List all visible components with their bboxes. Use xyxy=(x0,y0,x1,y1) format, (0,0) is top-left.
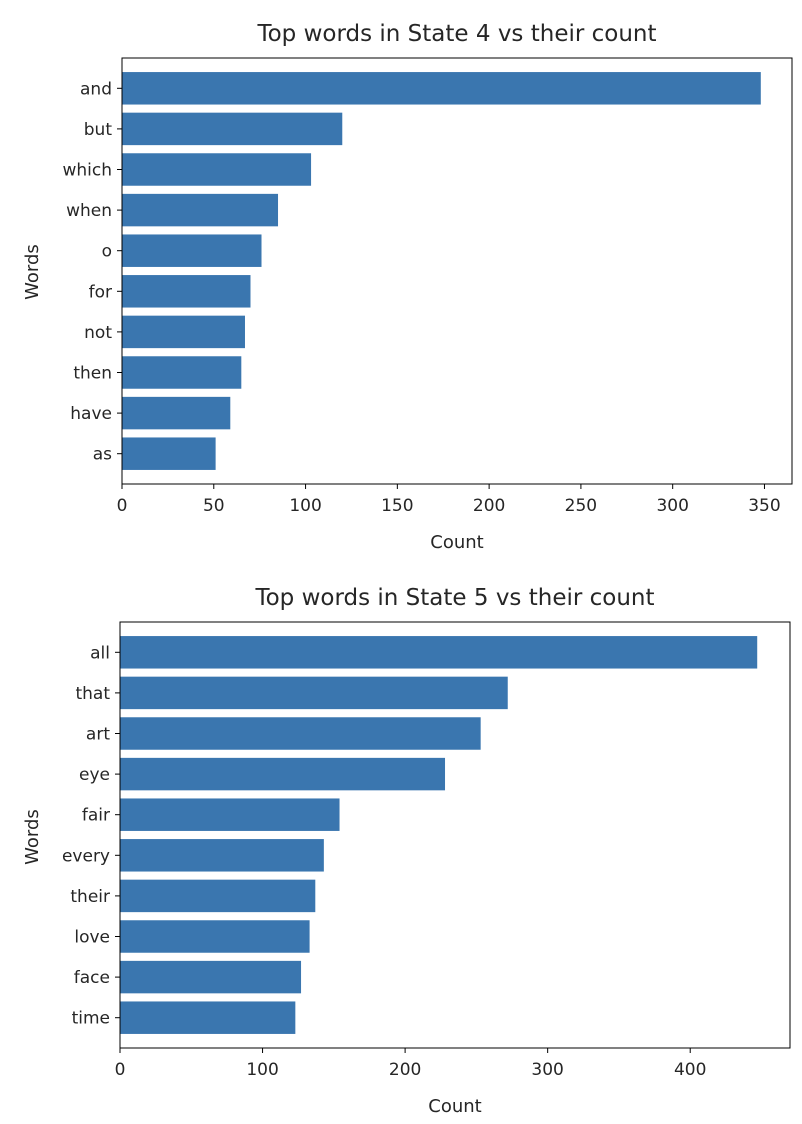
bar-and xyxy=(122,72,761,105)
bar-which xyxy=(122,153,312,186)
x-tick-label: 400 xyxy=(674,1060,706,1080)
bar-not xyxy=(122,315,245,349)
x-tick-label: 0 xyxy=(117,496,128,516)
chart-state-5: Top words in State 5 vs their count Coun… xyxy=(22,585,791,1117)
y-axis-label: Words xyxy=(22,244,43,300)
y-tick-label: when xyxy=(66,201,112,221)
bar-then xyxy=(122,356,242,389)
x-tick-label: 300 xyxy=(531,1060,563,1080)
chart-state-4: Top words in State 4 vs their count Coun… xyxy=(22,21,793,553)
x-axis-label: Count xyxy=(428,1096,481,1117)
bar-eye xyxy=(120,757,446,791)
bar-every xyxy=(120,839,324,872)
y-tick-label: all xyxy=(90,643,110,663)
y-tick-group: all that art eye fair every their love face time xyxy=(62,643,120,1029)
x-tick-group: 0 50 100 150 200 250 300 350 xyxy=(117,484,781,516)
x-tick-label: 250 xyxy=(565,496,597,516)
chart-title: Top words in State 4 vs their count xyxy=(256,21,656,47)
y-tick-label: fair xyxy=(82,806,110,826)
x-tick-label: 350 xyxy=(748,496,780,516)
y-tick-label: for xyxy=(89,282,112,302)
bar-fair xyxy=(120,798,340,831)
bar-that xyxy=(120,676,508,710)
x-tick-label: 300 xyxy=(656,496,688,516)
y-tick-label: which xyxy=(62,161,112,181)
x-tick-group: 0 100 200 300 400 xyxy=(115,1048,706,1080)
bar-when xyxy=(122,193,279,227)
x-tick-label: 50 xyxy=(203,496,225,516)
bar-their xyxy=(120,879,316,913)
x-tick-label: 200 xyxy=(473,496,505,516)
bar-art xyxy=(120,717,481,750)
y-tick-label: not xyxy=(84,323,112,343)
bar-group xyxy=(120,636,758,1034)
y-tick-label: love xyxy=(74,928,110,948)
y-tick-label: face xyxy=(74,968,110,988)
x-tick-label: 100 xyxy=(289,496,321,516)
y-tick-label: and xyxy=(80,79,112,99)
x-tick-label: 200 xyxy=(389,1060,421,1080)
y-tick-label: but xyxy=(84,120,113,140)
y-tick-label: that xyxy=(75,684,110,704)
y-tick-label: then xyxy=(73,364,112,384)
x-tick-label: 100 xyxy=(246,1060,278,1080)
bar-as xyxy=(122,437,216,470)
bar-for xyxy=(122,275,251,308)
y-tick-label: as xyxy=(93,445,112,465)
chart-title: Top words in State 5 vs their count xyxy=(254,585,654,611)
y-tick-label: eye xyxy=(79,765,110,785)
bar-o xyxy=(122,234,262,267)
y-tick-label: every xyxy=(62,846,110,866)
y-tick-label: time xyxy=(72,1009,110,1029)
x-tick-label: 0 xyxy=(115,1060,126,1080)
y-tick-label: have xyxy=(70,404,112,424)
x-axis-label: Count xyxy=(430,532,483,553)
plot-frame xyxy=(121,57,793,485)
y-tick-label: art xyxy=(86,725,110,745)
y-tick-group: and but which when o for not then have as xyxy=(62,79,122,465)
bar-but xyxy=(122,112,343,146)
bar-all xyxy=(120,636,758,669)
bar-face xyxy=(120,960,302,994)
x-tick-label: 150 xyxy=(381,496,413,516)
bar-time xyxy=(120,1001,296,1034)
bar-love xyxy=(120,920,310,953)
y-axis-label: Words xyxy=(22,809,43,865)
plot-frame xyxy=(119,621,791,1049)
bar-group xyxy=(122,72,761,470)
bar-have xyxy=(122,396,231,430)
y-tick-label: their xyxy=(70,887,110,907)
y-tick-label: o xyxy=(102,242,112,262)
